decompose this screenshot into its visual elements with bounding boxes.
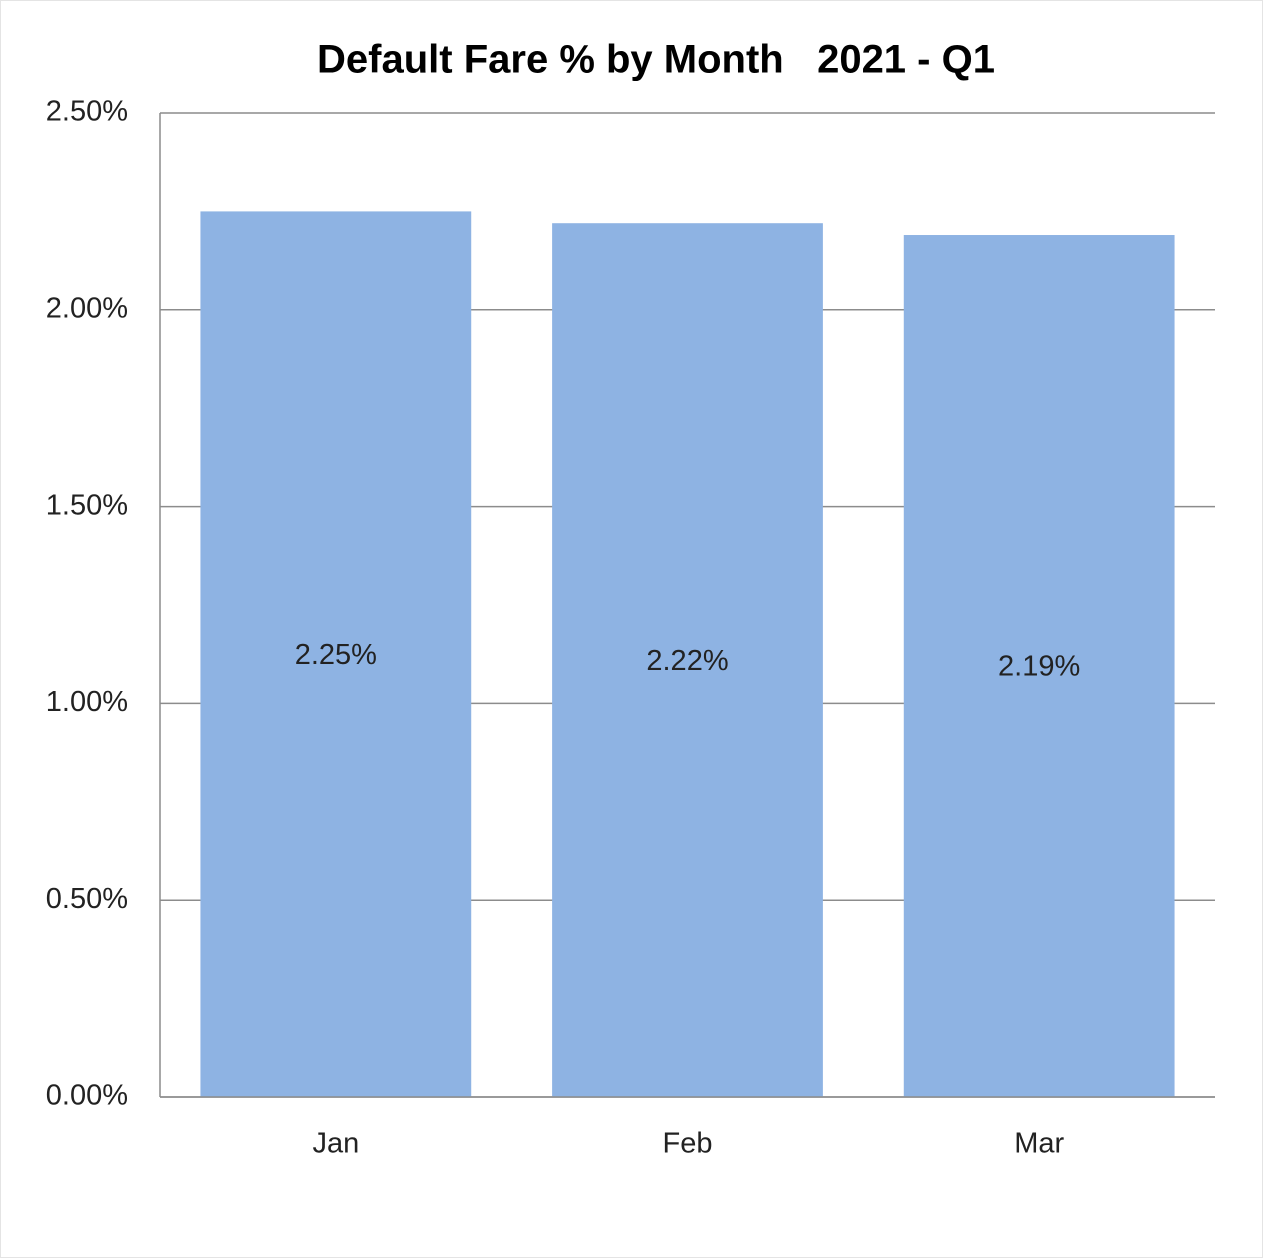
y-tick-label: 2.50%	[46, 96, 128, 128]
bar	[200, 211, 472, 1097]
y-tick-label: 1.00%	[46, 686, 128, 718]
data-label: 2.19%	[998, 651, 1080, 683]
x-tick-label: Feb	[663, 1128, 713, 1160]
y-tick-label: 0.00%	[46, 1080, 128, 1112]
data-label: 2.25%	[295, 639, 377, 671]
bar	[903, 235, 1175, 1098]
y-tick-label: 1.50%	[46, 489, 128, 521]
bar	[552, 223, 823, 1097]
chart-title: Default Fare % by Month 2021 - Q1	[317, 38, 995, 82]
y-tick-label: 0.50%	[46, 883, 128, 915]
x-tick-label: Jan	[312, 1128, 359, 1160]
data-label: 2.22%	[646, 645, 728, 677]
y-tick-label: 2.00%	[46, 292, 128, 324]
x-tick-label: Mar	[1014, 1128, 1064, 1160]
